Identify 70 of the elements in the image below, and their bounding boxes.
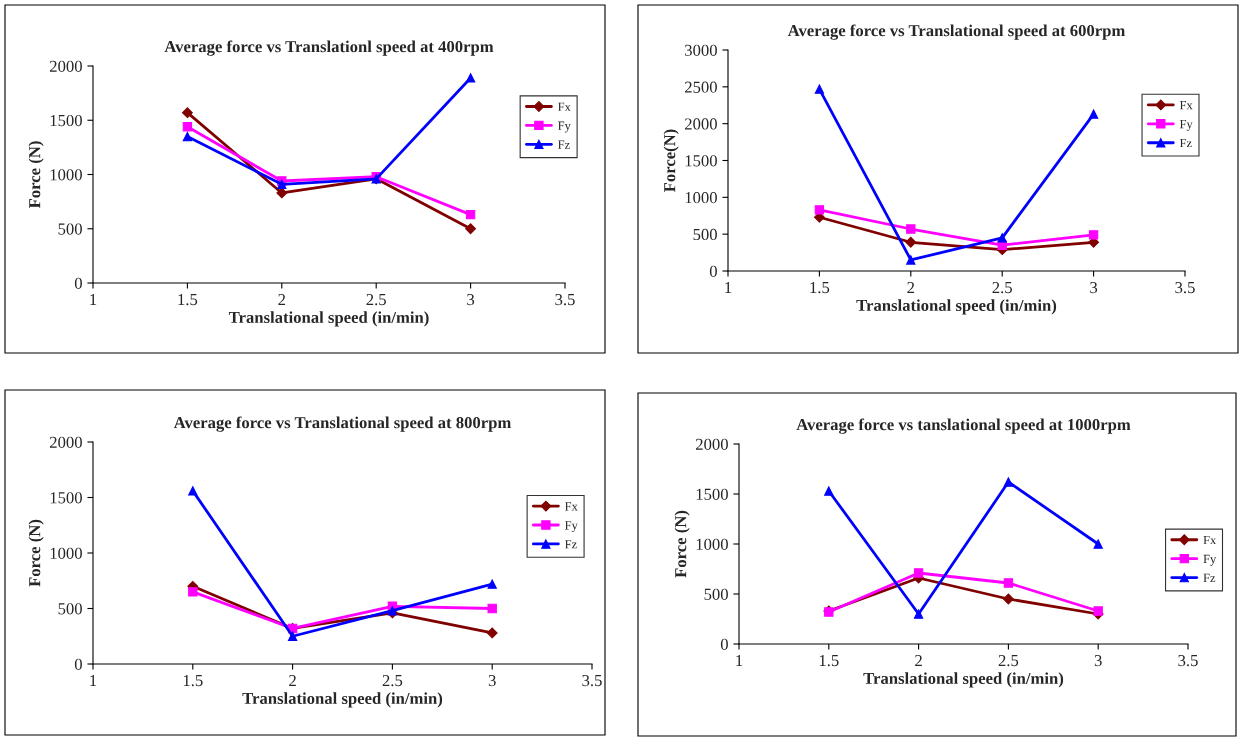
chart-title: Average force vs Translational speed at 600rpm xyxy=(787,24,1126,40)
x-tick-label: 2.5 xyxy=(382,674,403,687)
y-tick-label: 1500 xyxy=(50,492,82,504)
chart-title: Average force vs Translationl speed at 400rpm xyxy=(164,40,494,56)
x-tick-label: 3.5 xyxy=(582,674,602,687)
x-tick-label: 1 xyxy=(90,674,97,686)
legend-label: Fx xyxy=(1179,101,1193,110)
x-tick-label: 3.5 xyxy=(555,293,575,306)
chart-title: Average force vs tanslational speed at 1000rpm xyxy=(796,418,1131,434)
y-axis-title: Force (N) xyxy=(28,141,44,209)
chart-title: Average force vs Translational speed at 800rpm xyxy=(173,416,512,432)
x-tick-label: 1.5 xyxy=(183,674,203,687)
y-tick-label: 0 xyxy=(74,277,82,289)
y-tick-label: 2000 xyxy=(49,436,82,448)
x-tick-label: 1 xyxy=(736,654,743,666)
x-tick-label: 1 xyxy=(90,293,97,305)
legend-label: Fy xyxy=(564,521,578,533)
y-axis-title: Force (N) xyxy=(28,519,44,587)
x-axis-title: Translational speed (in/min) xyxy=(863,672,1064,688)
x-axis-title: Translational speed (in/min) xyxy=(856,299,1057,315)
legend-label: Fz xyxy=(564,540,577,549)
x-axis-title: Translational speed (in/min) xyxy=(242,692,443,708)
legend-label: Fx xyxy=(558,102,571,111)
y-tick-label: 2000 xyxy=(695,438,728,450)
x-tick-label: 1.5 xyxy=(178,293,198,306)
x-tick-label: 2 xyxy=(907,281,915,293)
y-axis-title: Force (N) xyxy=(674,510,690,578)
x-tick-label: 2 xyxy=(289,674,296,686)
x-tick-label: 2.5 xyxy=(998,654,1019,667)
legend-label: Fz xyxy=(1203,573,1216,582)
legend-label: Fx xyxy=(564,502,578,511)
y-tick-label: 1000 xyxy=(50,169,82,181)
legend-label: Fy xyxy=(558,121,571,133)
x-tick-label: 3 xyxy=(488,674,496,687)
y-tick-label: 500 xyxy=(693,228,717,241)
x-tick-label: 3.5 xyxy=(1175,281,1195,294)
y-tick-label: 500 xyxy=(704,588,728,600)
x-tick-label: 3 xyxy=(1090,281,1098,294)
y-tick-label: 1000 xyxy=(50,547,82,559)
x-tick-label: 2.5 xyxy=(366,293,386,306)
x-tick-label: 2 xyxy=(915,654,922,666)
y-tick-label: 1500 xyxy=(50,114,82,127)
y-axis-title: Force(N) xyxy=(663,129,679,192)
y-tick-label: 2000 xyxy=(684,118,717,130)
x-tick-label: 3.5 xyxy=(1178,654,1198,667)
y-tick-label: 1500 xyxy=(696,488,728,500)
legend-label: Fz xyxy=(558,140,570,149)
x-tick-label: 2.5 xyxy=(992,281,1012,294)
y-tick-label: 1000 xyxy=(685,192,717,204)
y-tick-label: 2000 xyxy=(49,60,82,72)
legend-label: Fx xyxy=(1203,535,1217,545)
y-tick-label: 500 xyxy=(58,223,82,235)
x-tick-label: 1.5 xyxy=(819,654,839,667)
x-tick-label: 3 xyxy=(467,293,475,306)
y-tick-label: 3000 xyxy=(685,44,717,56)
y-tick-label: 0 xyxy=(709,265,717,277)
y-tick-label: 500 xyxy=(58,603,82,615)
legend-label: Fy xyxy=(1179,119,1193,131)
legend-label: Fz xyxy=(1179,138,1192,148)
y-tick-label: 1500 xyxy=(685,155,717,167)
y-tick-label: 0 xyxy=(74,658,82,670)
x-tick-label: 3 xyxy=(1094,654,1102,667)
x-tick-label: 2 xyxy=(278,293,286,305)
y-tick-label: 2500 xyxy=(684,81,717,93)
x-tick-label: 1 xyxy=(725,281,732,293)
legend-label: Fy xyxy=(1203,554,1217,566)
y-tick-label: 1000 xyxy=(696,538,728,550)
x-tick-label: 1.5 xyxy=(810,281,830,294)
x-axis-title: Translational speed (in/min) xyxy=(228,311,429,327)
y-tick-label: 0 xyxy=(720,638,728,650)
